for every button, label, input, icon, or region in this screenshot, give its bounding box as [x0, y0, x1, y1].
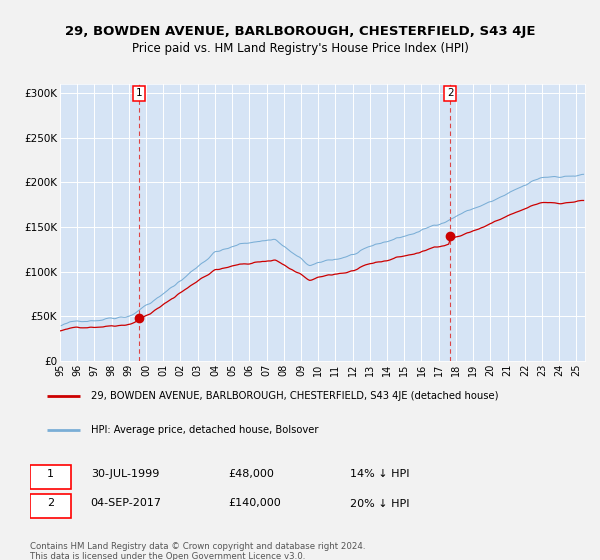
Text: 2: 2	[447, 88, 454, 99]
Text: 1: 1	[136, 88, 142, 99]
Text: Price paid vs. HM Land Registry's House Price Index (HPI): Price paid vs. HM Land Registry's House …	[131, 42, 469, 55]
Text: 30-JUL-1999: 30-JUL-1999	[91, 469, 159, 479]
Text: 29, BOWDEN AVENUE, BARLBOROUGH, CHESTERFIELD, S43 4JE (detached house): 29, BOWDEN AVENUE, BARLBOROUGH, CHESTERF…	[91, 391, 498, 402]
FancyBboxPatch shape	[30, 465, 71, 489]
Text: HPI: Average price, detached house, Bolsover: HPI: Average price, detached house, Bols…	[91, 424, 318, 435]
Text: 1: 1	[47, 469, 54, 479]
Text: 29, BOWDEN AVENUE, BARLBOROUGH, CHESTERFIELD, S43 4JE: 29, BOWDEN AVENUE, BARLBOROUGH, CHESTERF…	[65, 25, 535, 38]
Text: 04-SEP-2017: 04-SEP-2017	[91, 498, 162, 508]
Text: Contains HM Land Registry data © Crown copyright and database right 2024.
This d: Contains HM Land Registry data © Crown c…	[30, 542, 365, 560]
Text: £48,000: £48,000	[229, 469, 275, 479]
FancyBboxPatch shape	[30, 494, 71, 518]
Text: 20% ↓ HPI: 20% ↓ HPI	[350, 498, 410, 508]
Text: £140,000: £140,000	[229, 498, 281, 508]
Text: 14% ↓ HPI: 14% ↓ HPI	[350, 469, 410, 479]
Text: 2: 2	[47, 498, 54, 508]
